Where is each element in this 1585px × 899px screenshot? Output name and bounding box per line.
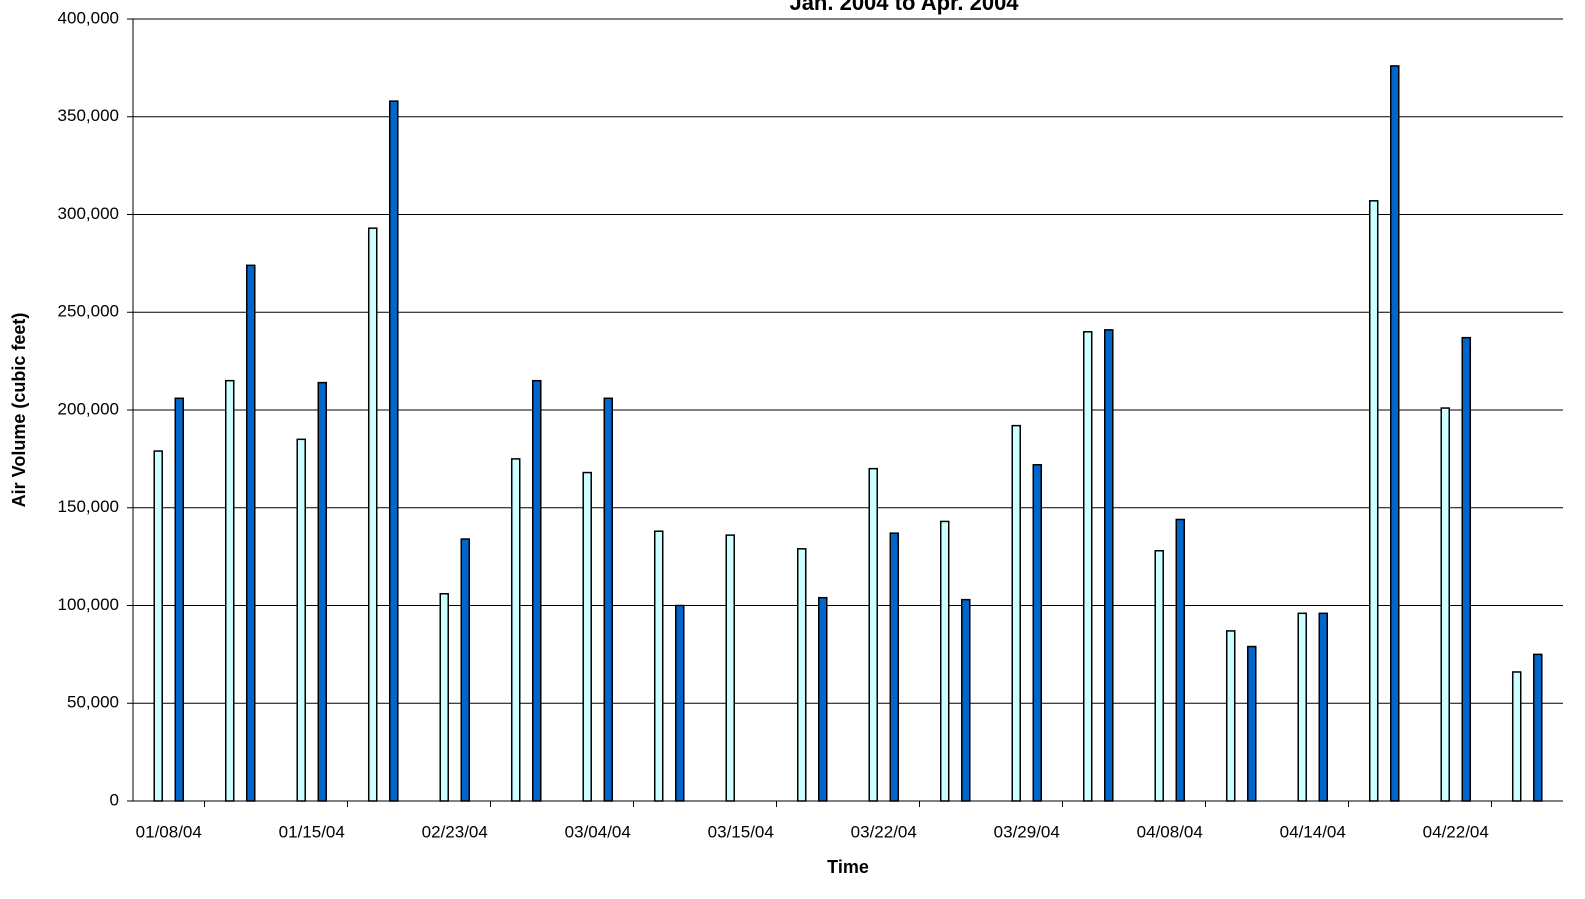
x-tick-label: 02/23/04	[422, 822, 488, 841]
bar	[224, 379, 235, 802]
y-tick-label: 100,000	[58, 595, 119, 614]
bar	[153, 450, 163, 802]
bar	[460, 538, 471, 802]
bar	[246, 264, 256, 802]
x-tick-label: 04/08/04	[1137, 822, 1203, 841]
bar	[1247, 645, 1257, 802]
bar	[725, 534, 735, 802]
bar	[510, 458, 521, 802]
x-axis-title: Time	[827, 857, 869, 877]
bar	[603, 397, 614, 802]
bar	[1440, 407, 1450, 802]
x-tick-label: 04/22/04	[1423, 822, 1489, 841]
bar	[389, 100, 399, 802]
bar	[296, 438, 306, 802]
bar	[582, 471, 592, 802]
bar	[367, 227, 378, 802]
x-tick-label: 03/04/04	[565, 822, 631, 841]
bar	[1511, 671, 1522, 802]
bar	[1011, 424, 1021, 802]
x-tick-label: 04/14/04	[1280, 822, 1346, 841]
y-tick-label: 0	[110, 790, 119, 809]
bar	[1297, 612, 1307, 802]
bar	[1533, 653, 1543, 802]
bar	[1104, 329, 1114, 802]
bar	[796, 548, 807, 802]
bar	[675, 604, 685, 802]
bar	[174, 397, 185, 802]
bar	[961, 598, 971, 802]
y-tick-label: 400,000	[58, 8, 119, 27]
x-tick-label: 01/08/04	[136, 822, 202, 841]
x-tick-label: 01/15/04	[279, 822, 345, 841]
x-tick-label: 03/29/04	[994, 822, 1060, 841]
bar	[868, 467, 878, 802]
bar	[1461, 336, 1472, 802]
bar	[1368, 200, 1379, 802]
x-tick-label: 03/22/04	[851, 822, 917, 841]
y-tick-label: 250,000	[58, 302, 119, 321]
bar	[1082, 331, 1093, 802]
y-tick-label: 150,000	[58, 497, 119, 516]
x-tick-label: 03/15/04	[708, 822, 774, 841]
bar	[939, 520, 950, 802]
bar	[1032, 463, 1043, 802]
y-tick-label: 350,000	[58, 106, 119, 125]
bar	[1175, 518, 1186, 802]
bar	[889, 532, 900, 802]
bar	[439, 593, 449, 802]
bar	[1318, 612, 1329, 802]
y-tick-label: 50,000	[67, 693, 119, 712]
bar	[1154, 550, 1164, 802]
bar	[532, 379, 542, 802]
y-tick-label: 200,000	[58, 399, 119, 418]
bar	[317, 381, 328, 802]
y-axis-title: Air Volume (cubic feet)	[9, 313, 29, 508]
bar	[818, 596, 828, 802]
bar	[1225, 630, 1236, 802]
bar	[1390, 65, 1400, 802]
chart-title: Jan. 2004 to Apr. 2004	[789, 0, 1019, 15]
y-tick-label: 300,000	[58, 204, 119, 223]
bar	[653, 530, 664, 802]
